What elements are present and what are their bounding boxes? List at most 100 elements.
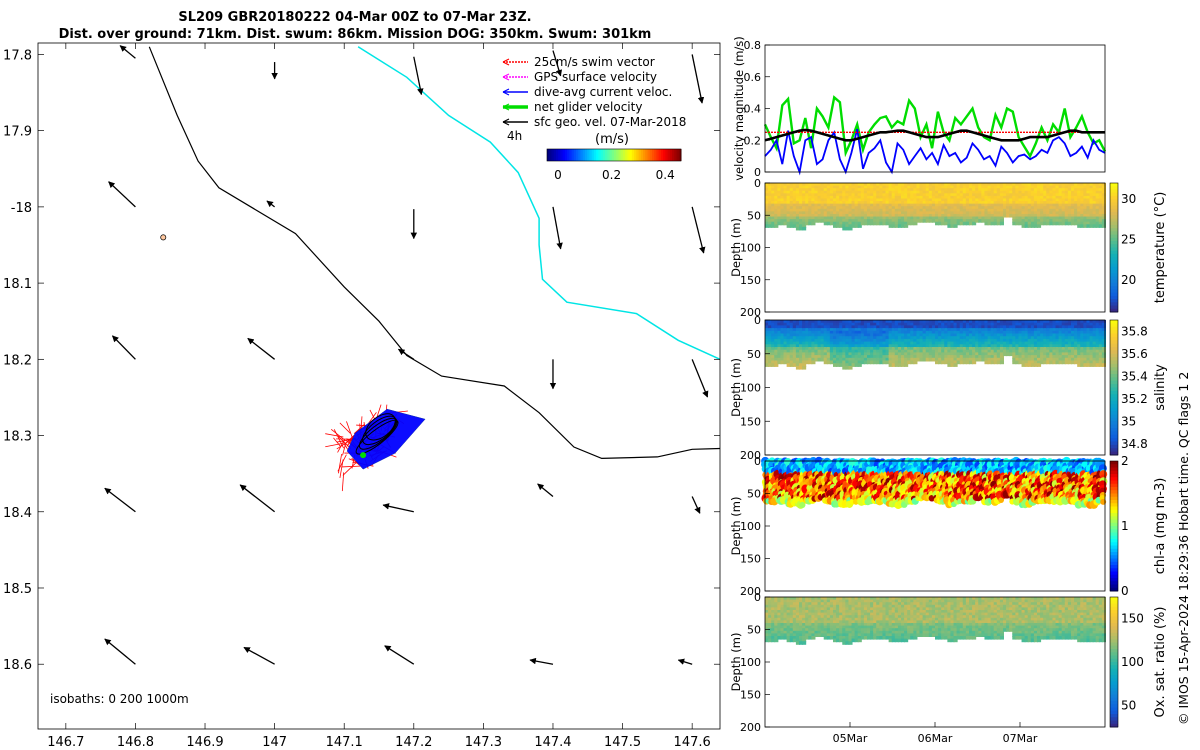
temperature-sample-cell xyxy=(857,216,862,221)
salinity-sample-cell xyxy=(959,357,964,362)
temperature-sample-cell xyxy=(947,211,952,215)
salinity-sample-cell xyxy=(1083,349,1088,354)
temperature-sample-cell xyxy=(1080,188,1085,192)
temperature-sample-cell xyxy=(984,216,989,221)
temperature-sample-cell xyxy=(925,201,930,205)
temperature-sample-cell xyxy=(1080,195,1085,200)
salinity-sample-cell xyxy=(941,330,946,335)
salinity-sample-cell xyxy=(848,347,853,351)
temperature-sample-cell xyxy=(1003,208,1008,213)
temperature-sample-cell xyxy=(1006,185,1011,190)
salinity-sample-cell xyxy=(1095,357,1100,362)
temperature-sample-cell xyxy=(1040,188,1045,192)
salinity-sample-cell xyxy=(768,333,773,338)
temperature-sample-cell xyxy=(1098,198,1103,203)
salinity-sample-cell xyxy=(947,325,952,330)
temperature-sample-cell xyxy=(1040,208,1045,213)
temperature-sample-cell xyxy=(984,190,989,195)
salinity-sample-cell xyxy=(916,320,921,324)
salinity-sample-cell xyxy=(879,333,884,338)
temperature-sample-cell xyxy=(996,193,1001,197)
salinity-sample-cell xyxy=(1092,349,1097,354)
salinity-sample-cell xyxy=(1046,355,1051,359)
temperature-sample-cell xyxy=(987,219,992,223)
temperature-sample-cell xyxy=(922,190,927,195)
temperature-sample-cell xyxy=(1043,183,1048,187)
temperature-sample-cell xyxy=(987,206,992,210)
colorbar-segment xyxy=(631,149,635,161)
salinity-sample-cell xyxy=(1089,328,1094,332)
salinity-sample-cell xyxy=(897,344,902,348)
temperature-colorbar-segment xyxy=(1110,205,1118,210)
temperature-sample-cell xyxy=(857,211,862,215)
salinity-sample-cell xyxy=(860,360,865,365)
temperature-sample-cell xyxy=(765,219,770,223)
temperature-sample-cell xyxy=(969,213,974,218)
temperature-sample-cell xyxy=(1067,193,1072,197)
salinity-sample-cell xyxy=(777,357,782,362)
salinity-sample-cell xyxy=(1033,341,1038,346)
salinity-sample-cell xyxy=(1030,325,1035,330)
salinity-sample-cell xyxy=(1058,328,1063,332)
salinity-sample-cell xyxy=(935,349,940,354)
salinity-sample-cell xyxy=(938,325,943,330)
temperature-sample-cell xyxy=(805,211,810,215)
salinity-sample-cell xyxy=(1015,360,1020,365)
temperature-sample-cell xyxy=(907,193,912,197)
salinity-sample-cell xyxy=(870,352,875,357)
salinity-sample-cell xyxy=(789,341,794,346)
temperature-sample-cell xyxy=(848,208,853,213)
salinity-sample-cell xyxy=(1083,347,1088,351)
temperature-sample-cell xyxy=(987,198,992,203)
salinity-sample-cell xyxy=(817,325,822,330)
salinity-sample-cell xyxy=(956,336,961,340)
temperature-sample-cell xyxy=(771,190,776,195)
salinity-sample-cell xyxy=(882,360,887,365)
temperature-sample-cell xyxy=(768,195,773,200)
salinity-sample-cell xyxy=(771,357,776,362)
temperature-sample-cell xyxy=(1009,183,1014,187)
temperature-sample-cell xyxy=(768,188,773,192)
salinity-sample-cell xyxy=(780,336,785,340)
temperature-sample-cell xyxy=(944,195,949,200)
temperature-sample-cell xyxy=(1040,198,1045,203)
salinity-sample-cell xyxy=(904,360,909,365)
temperature-sample-cell xyxy=(885,195,890,200)
temperature-sample-cell xyxy=(1015,203,1020,208)
temperature-sample-cell xyxy=(870,221,875,226)
salinity-sample-cell xyxy=(1052,338,1057,343)
salinity-sample-cell xyxy=(817,320,822,324)
temperature-sample-cell xyxy=(792,183,797,187)
temperature-sample-cell xyxy=(1021,183,1026,187)
temperature-sample-cell xyxy=(916,216,921,221)
temperature-sample-cell xyxy=(765,224,770,228)
salinity-sample-cell xyxy=(851,341,856,346)
colorbar-segment xyxy=(593,149,597,161)
salinity-sample-cell xyxy=(984,328,989,332)
salinity-sample-cell xyxy=(842,352,847,357)
salinity-sample-cell xyxy=(1061,355,1066,359)
salinity-sample-cell xyxy=(888,320,893,324)
temperature-sample-cell xyxy=(904,195,909,200)
temperature-sample-cell xyxy=(792,185,797,190)
temperature-sample-cell xyxy=(1077,195,1082,200)
temperature-sample-cell xyxy=(956,190,961,195)
salinity-sample-cell xyxy=(891,330,896,335)
salinity-sample-cell xyxy=(972,355,977,359)
temperature-sample-cell xyxy=(1095,211,1100,215)
salinity-sample-cell xyxy=(885,349,890,354)
salinity-sample-cell xyxy=(1018,360,1023,365)
salinity-sample-cell xyxy=(931,328,936,332)
temperature-sample-cell xyxy=(916,195,921,200)
salinity-sample-cell xyxy=(975,344,980,348)
temperature-sample-cell xyxy=(882,195,887,200)
colorbar-segment xyxy=(649,149,653,161)
salinity-sample-cell xyxy=(789,330,794,335)
temperature-sample-cell xyxy=(928,195,933,200)
salinity-sample-cell xyxy=(1083,328,1088,332)
salinity-sample-cell xyxy=(1061,344,1066,348)
temperature-sample-cell xyxy=(999,221,1004,226)
salinity-sample-cell xyxy=(1064,333,1069,338)
salinity-sample-cell xyxy=(1083,363,1088,367)
colorbar-segment xyxy=(567,149,570,161)
